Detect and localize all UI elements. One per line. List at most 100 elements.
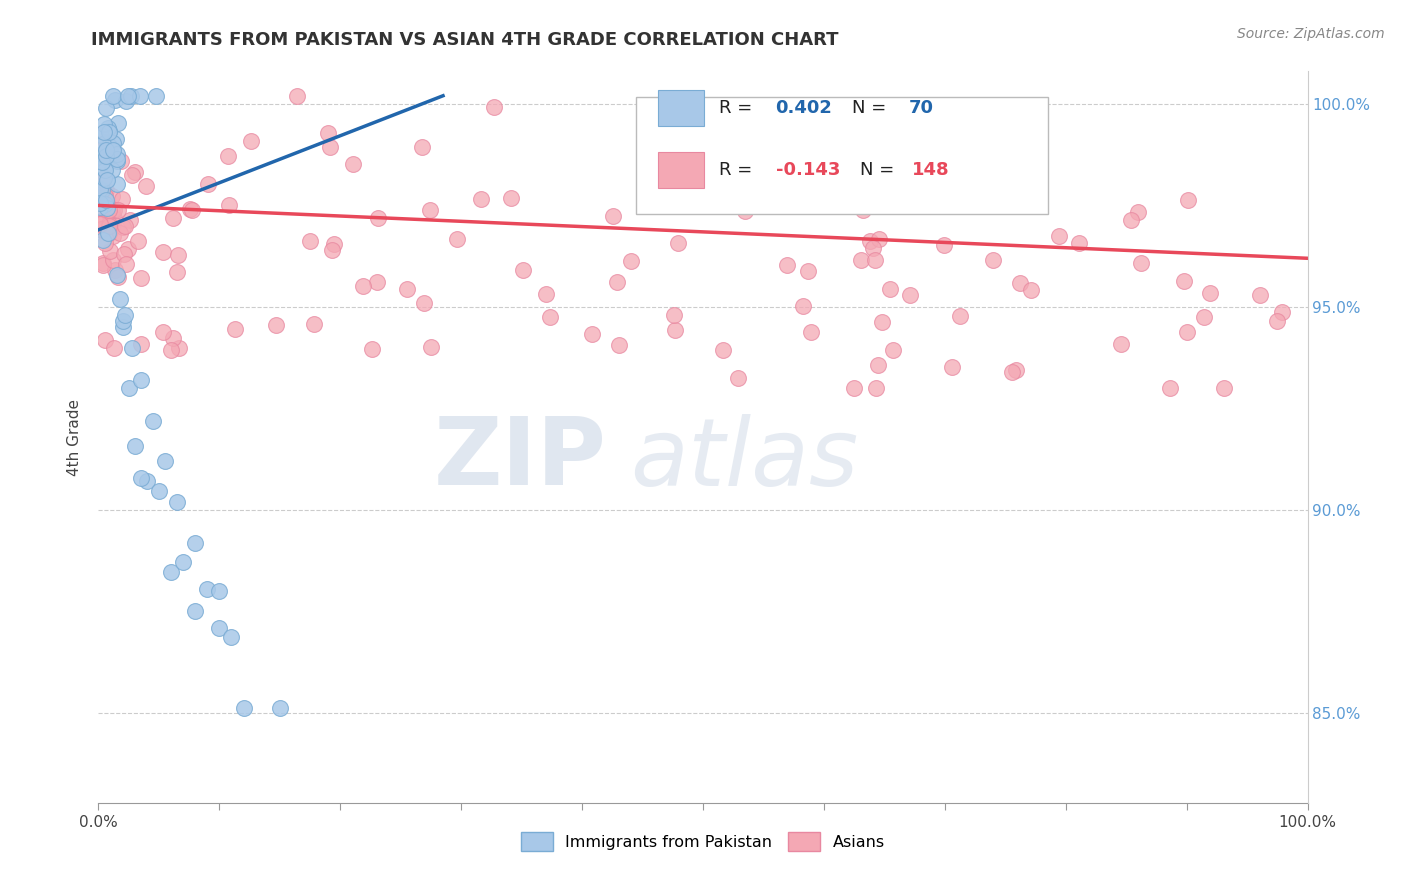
Point: [606, 275, 628, 289]
Point: [98, 140, 121, 154]
Point: [94, 101, 117, 115]
Point: [90, 222, 112, 236]
Point: [89, 181, 111, 195]
Point: [115, 257, 138, 271]
Point: [844, 381, 866, 395]
Point: [121, 341, 143, 355]
Point: [1249, 287, 1271, 301]
Point: [727, 370, 749, 384]
Point: [94, 235, 117, 250]
Point: [1173, 274, 1195, 288]
Point: [104, 132, 127, 146]
Point: [1212, 381, 1234, 395]
Point: [103, 202, 125, 217]
Point: [232, 701, 254, 715]
Point: [266, 318, 288, 332]
Point: [89, 196, 111, 211]
Point: [662, 308, 685, 322]
Point: [107, 116, 129, 130]
Point: [342, 157, 364, 171]
Text: ZIP: ZIP: [433, 413, 606, 505]
Point: [104, 263, 127, 277]
Point: [129, 471, 152, 485]
Point: [868, 358, 890, 372]
Point: [100, 189, 122, 203]
Point: [287, 88, 309, 103]
Y-axis label: 4th Grade: 4th Grade: [67, 399, 83, 475]
Point: [89, 199, 111, 213]
Point: [93, 170, 115, 185]
Point: [755, 155, 778, 169]
Point: [367, 211, 389, 225]
Point: [94, 150, 117, 164]
Point: [129, 88, 152, 103]
Point: [420, 341, 443, 355]
Point: [152, 244, 174, 259]
Point: [101, 88, 124, 103]
Point: [93, 117, 115, 131]
Text: 0.402: 0.402: [776, 99, 832, 117]
Point: [352, 279, 374, 293]
Point: [666, 235, 689, 250]
Point: [321, 243, 343, 257]
Point: [94, 194, 117, 208]
Point: [97, 219, 120, 234]
Point: [89, 201, 111, 215]
Point: [108, 292, 131, 306]
Point: [879, 282, 901, 296]
Point: [780, 179, 803, 194]
Point: [120, 88, 142, 103]
Point: [98, 124, 121, 138]
Point: [1008, 276, 1031, 290]
Point: [218, 198, 240, 212]
Point: [602, 210, 624, 224]
Point: [868, 232, 890, 246]
Point: [152, 326, 174, 340]
Point: [98, 217, 121, 231]
Point: [104, 93, 127, 107]
Point: [208, 622, 231, 636]
Point: [96, 205, 118, 219]
Point: [941, 359, 963, 374]
Point: [91, 155, 114, 169]
Point: [93, 136, 115, 151]
Point: [1001, 365, 1024, 379]
Point: [117, 242, 139, 256]
Point: [849, 252, 872, 267]
Point: [97, 125, 120, 139]
Point: [111, 314, 134, 328]
Point: [664, 322, 686, 336]
Point: [221, 630, 243, 644]
Point: [512, 263, 534, 277]
Point: [1069, 235, 1091, 250]
Point: [96, 157, 118, 171]
Point: [711, 343, 734, 358]
Point: [120, 212, 142, 227]
Point: [129, 270, 152, 285]
Point: [105, 146, 128, 161]
Point: [1177, 193, 1199, 207]
Point: [882, 343, 904, 358]
Point: [446, 232, 468, 246]
Text: R =: R =: [718, 161, 758, 179]
Point: [1265, 314, 1288, 328]
Point: [103, 217, 125, 231]
Point: [96, 139, 118, 153]
Point: [135, 178, 157, 193]
Point: [105, 268, 128, 282]
Point: [413, 296, 436, 310]
Point: [96, 172, 118, 186]
Point: [101, 163, 124, 178]
Point: [97, 226, 120, 240]
Point: [129, 337, 152, 351]
Text: atlas: atlas: [630, 414, 859, 505]
Point: [323, 237, 346, 252]
Point: [727, 193, 749, 207]
Point: [159, 343, 181, 357]
Point: [111, 220, 134, 235]
Point: [981, 253, 1004, 268]
Point: [934, 238, 956, 252]
Point: [97, 203, 120, 218]
Point: [1005, 362, 1028, 376]
Point: [91, 258, 114, 272]
